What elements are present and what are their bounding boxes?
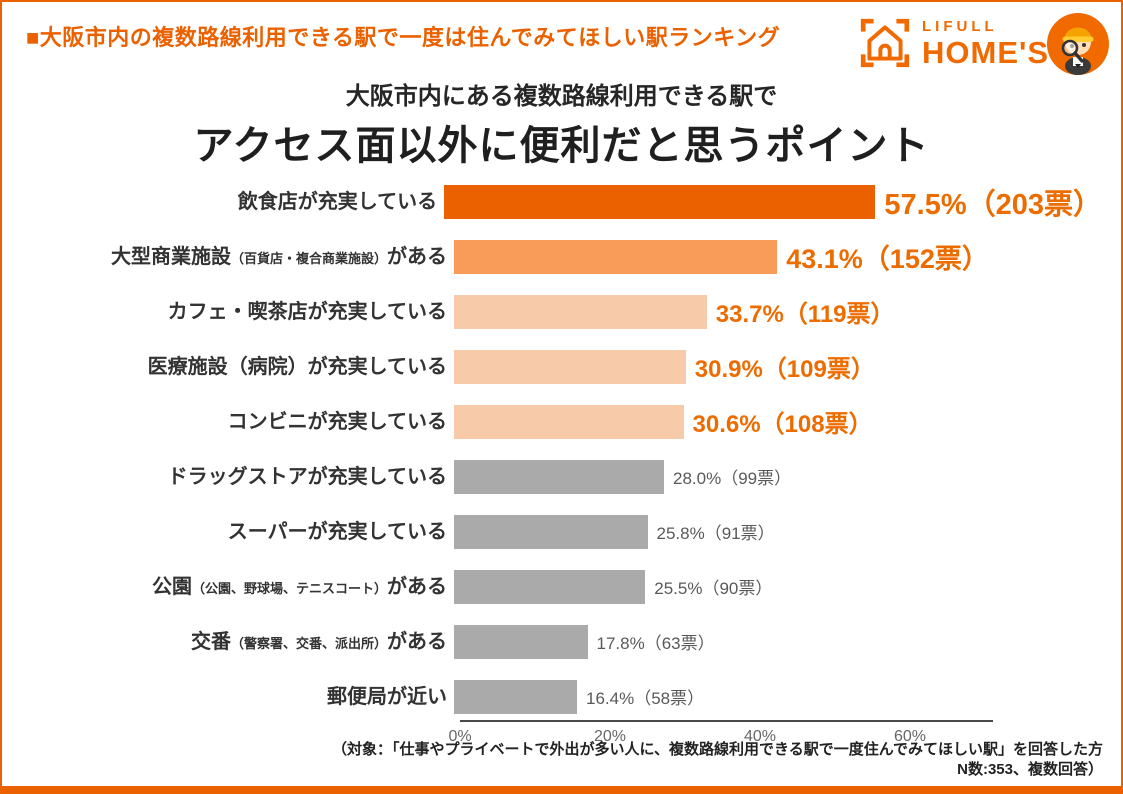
bar <box>454 294 707 329</box>
mascot-icon <box>1046 12 1110 76</box>
category-label: 郵便局が近い <box>327 685 447 708</box>
chart-row: 郵便局が近い 16.4%（58票） <box>2 669 1102 724</box>
bar <box>444 184 876 219</box>
value-label: 17.8%（63票） <box>596 634 715 653</box>
category-label: 飲食店が充実している <box>237 190 438 213</box>
category-label: スーパーが充実している <box>227 520 447 543</box>
value-label: 30.6%（108票） <box>692 411 873 438</box>
chart-row: スーパーが充実している 25.8%（91票） <box>2 504 1102 559</box>
survey-note-line2: N数:353、複数回答） <box>957 760 1103 778</box>
chart-row: カフェ・喫茶店が充実している 33.7%（119票） <box>2 284 1102 339</box>
category-label-note: （公園、野球場、テニスコート） <box>191 580 387 596</box>
value-label: 30.9%（109票） <box>694 356 875 383</box>
survey-note-line1: （対象：「仕事やプライベートで外出が多い人に、複数路線利用できる駅で一度住んでみ… <box>331 740 1103 758</box>
house-brackets-icon <box>858 16 912 70</box>
x-axis-tick: 60% <box>893 728 927 745</box>
bar <box>454 514 648 549</box>
bar <box>454 239 778 274</box>
page-banner: ■大阪市内の複数路線利用できる駅で一度は住んでみてほしい駅ランキング <box>26 25 781 50</box>
value-label: 57.5%（203票） <box>884 188 1102 221</box>
bar <box>454 569 646 604</box>
chart-row: 交番（警察署、交番、派出所）がある 17.8%（63票） <box>2 614 1102 669</box>
bar <box>454 349 686 384</box>
value-label: 16.4%（58票） <box>586 689 705 708</box>
x-axis-tick: 20% <box>593 728 627 745</box>
x-axis-tick: 0% <box>448 728 472 745</box>
bar <box>454 459 664 494</box>
logo-wordmark: LIFULL HOME'S <box>922 19 1049 68</box>
chart-row: 飲食店が充実している 57.5%（203票） <box>2 174 1102 229</box>
lifull-homes-logo: LIFULL HOME'S <box>858 16 1049 70</box>
value-label: 25.8%（91票） <box>656 524 775 543</box>
value-label: 25.5%（90票） <box>654 579 773 598</box>
bar <box>454 679 577 714</box>
category-label: 大型商業施設（百貨店・複合商業施設）がある <box>110 245 447 268</box>
bar <box>454 404 684 439</box>
category-label: 公園（公園、野球場、テニスコート）がある <box>151 575 447 598</box>
logo-homes-text: HOME'S <box>922 34 1050 70</box>
logo-lifull-text: LIFULL <box>922 17 998 35</box>
chart-row: 医療施設（病院）が充実している 30.9%（109票） <box>2 339 1102 394</box>
chart-title: アクセス面以外に便利だと思うポイント <box>193 124 930 168</box>
category-label: カフェ・喫茶店が充実している <box>167 300 447 323</box>
value-label: 28.0%（99票） <box>673 469 792 488</box>
bar <box>454 624 588 659</box>
category-label: ドラッグストアが充実している <box>167 465 447 488</box>
x-axis: 0% 20% 40% 60% <box>448 720 993 745</box>
chart-row: 公園（公園、野球場、テニスコート）がある 25.5%（90票） <box>2 559 1102 614</box>
chart-row: ドラッグストアが充実している 28.0%（99票） <box>2 449 1102 504</box>
survey-note: （対象：「仕事やプライベートで外出が多い人に、複数路線利用できる駅で一度住んでみ… <box>332 740 1103 781</box>
bar-chart: 飲食店が充実している 57.5%（203票） 大型商業施設（百貨店・複合商業施設）が… <box>2 174 1102 724</box>
value-label: 43.1%（152票） <box>786 244 989 274</box>
chart-title-block: 大阪市内にある複数路線利用できる駅で アクセス面以外に便利だと思うポイント <box>2 76 1121 171</box>
x-axis-tick: 40% <box>743 728 777 745</box>
chart-row: 大型商業施設（百貨店・複合商業施設）がある 43.1%（152票） <box>2 229 1102 284</box>
category-label-note: （警察署、交番、派出所） <box>230 635 387 651</box>
category-label: コンビニが充実している <box>227 410 447 433</box>
category-label: 交番（警察署、交番、派出所）がある <box>190 630 447 653</box>
category-label-note: （百貨店・複合商業施設） <box>230 250 387 266</box>
value-label: 33.7%（119票） <box>715 301 895 328</box>
chart-subtitle: 大阪市内にある複数路線利用できる駅で <box>345 83 778 110</box>
category-label: 医療施設（病院）が充実している <box>147 355 447 378</box>
bottom-accent-strip <box>2 786 1121 792</box>
chart-row: コンビニが充実している 30.6%（108票） <box>2 394 1102 449</box>
